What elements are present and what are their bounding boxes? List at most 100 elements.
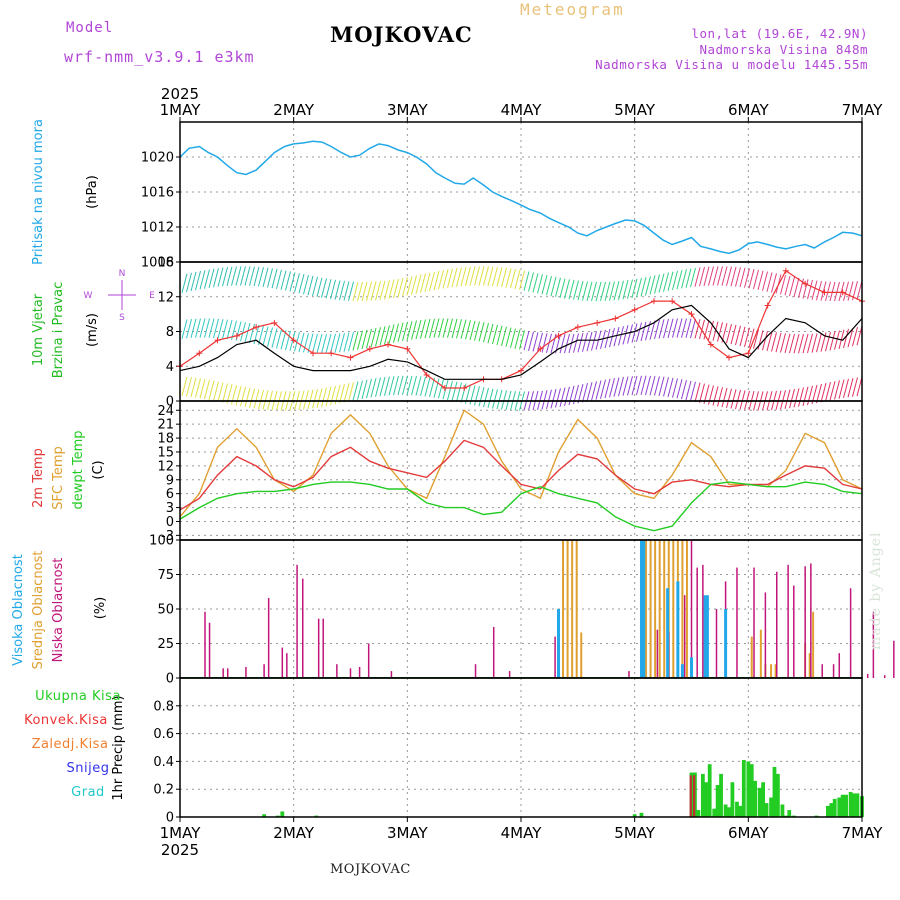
wind-gust-marker — [574, 324, 581, 331]
wind-barb — [829, 281, 836, 302]
precip-total-bar — [840, 794, 845, 817]
wind-barb — [847, 377, 854, 398]
wind-barb — [816, 332, 822, 353]
wind-barb — [609, 378, 615, 398]
wind-barb — [825, 331, 831, 352]
wind-barb — [307, 275, 314, 296]
wind-barb — [541, 390, 548, 410]
wind-barb — [451, 318, 458, 339]
precip-total-bar — [704, 782, 709, 817]
precip-total-bar — [769, 797, 773, 817]
wind-barb — [312, 333, 318, 354]
wind-barb — [501, 326, 507, 346]
wind-barb — [591, 331, 597, 351]
wind-barb — [411, 320, 417, 340]
wind-barb — [739, 267, 746, 288]
wind-barb — [699, 266, 705, 287]
wind-barb — [672, 270, 678, 291]
wind-barb — [433, 270, 440, 291]
wind-barb — [208, 380, 215, 400]
wind-barb — [654, 376, 660, 396]
precip-total-bar — [262, 814, 267, 817]
wind-barb — [478, 387, 485, 407]
wind-barb — [802, 386, 809, 406]
y-tick-label: 50 — [157, 603, 174, 618]
precip-total-bar — [826, 805, 830, 817]
wind-barb — [523, 271, 530, 291]
wind-barb — [843, 328, 849, 349]
precip-legend-item: Ukupna Kisa — [35, 689, 121, 704]
wind-barb — [285, 271, 291, 291]
wind-barb — [276, 329, 282, 349]
wind-barb — [460, 266, 467, 287]
wind-barb — [181, 273, 188, 293]
precip-total-bar — [749, 764, 754, 817]
wind-barb — [627, 324, 633, 344]
wind-barb — [411, 375, 417, 396]
wind-barb — [186, 272, 192, 293]
compass-w: W — [84, 291, 93, 301]
wind-barb — [856, 280, 863, 300]
y-tick-label: 0.6 — [153, 727, 174, 742]
precip-total-bar — [712, 808, 717, 817]
temp-ylabel-2: SFC Temp — [51, 446, 66, 510]
wind-barb — [735, 325, 741, 346]
wind-barb — [735, 267, 741, 287]
pressure-unit: (hPa) — [85, 175, 100, 209]
y-tick-label: 6 — [166, 487, 174, 502]
wind-gust-marker — [555, 332, 562, 339]
wind-barb — [847, 281, 854, 301]
compass-e: E — [149, 291, 155, 301]
wind-barb — [609, 281, 615, 301]
wind-barb — [361, 281, 368, 302]
model-name: wrf-nmm_v3.9.1 e3km — [64, 48, 255, 66]
y-tick-label: 75 — [157, 568, 174, 583]
wind-barb — [802, 279, 809, 299]
wind-barb — [406, 321, 413, 341]
wind-barb — [334, 333, 341, 353]
y-tick-label: 1008 — [141, 256, 174, 271]
wind-barb — [321, 387, 327, 407]
wind-barb — [744, 327, 750, 348]
wind-barb — [595, 281, 602, 302]
wind-barb — [217, 267, 224, 287]
wind-barb — [478, 266, 485, 286]
panel-frame — [179, 400, 863, 541]
wind-barb — [289, 272, 296, 292]
wind-barb — [181, 376, 188, 396]
wind-barb — [303, 390, 309, 410]
wind-barb — [528, 331, 534, 351]
wind-barb — [807, 385, 813, 406]
wind-barb — [685, 318, 692, 338]
wind-barb — [807, 333, 813, 354]
wind-barb — [762, 330, 768, 351]
wind-barb — [537, 274, 543, 294]
wind-barb — [685, 380, 692, 401]
wind-barb — [487, 266, 494, 286]
wind-barb — [510, 268, 516, 289]
y-tick-label: 0 — [166, 811, 174, 826]
wind-barb — [856, 376, 863, 397]
wind-gust-marker — [214, 337, 221, 344]
wind-barb — [501, 267, 507, 288]
wind-barb — [483, 387, 489, 408]
wind-barb — [258, 267, 264, 287]
wind-barb — [190, 318, 197, 339]
wind-barb — [559, 333, 566, 354]
wind-barb — [204, 269, 210, 289]
wind-barb — [438, 379, 444, 399]
wind-barb — [505, 327, 512, 347]
wind-barb — [816, 280, 822, 301]
wind-gust-marker — [650, 298, 657, 305]
precip-total-bar — [780, 804, 785, 817]
precip-total-bar — [719, 773, 723, 817]
wind-barb — [685, 268, 692, 288]
page-title: MOJKOVAC — [330, 22, 473, 47]
temp-ylabel-1: 2m Temp — [31, 448, 46, 508]
wind-barb — [663, 377, 669, 397]
precip-total-bar — [696, 810, 701, 817]
time-label-bottom: 2MAY — [273, 824, 315, 842]
wind-barb — [370, 378, 377, 398]
wind-barb — [654, 274, 660, 294]
